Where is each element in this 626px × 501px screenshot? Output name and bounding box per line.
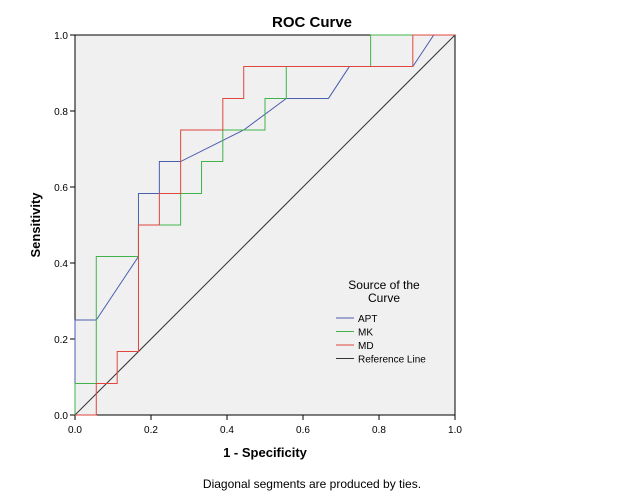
series-lines: [74, 34, 456, 416]
series-line-md: [75, 34, 455, 416]
y-tick-label: 0.4: [54, 259, 68, 270]
x-tick-label: 0.4: [220, 425, 234, 436]
y-tick-label: 0.8: [54, 107, 68, 118]
y-tick-label: 1.0: [54, 31, 68, 42]
y-tick-label: 0.0: [54, 411, 68, 422]
chart-title: ROC Curve: [272, 14, 352, 31]
legend-title-line1: Source of the: [348, 278, 420, 292]
legend-label-reference-line: Reference Line: [358, 355, 426, 366]
legend-label-apt: APT: [358, 314, 377, 325]
legend-label-mk: MK: [358, 328, 373, 339]
legend: Source of the Curve APT MK MD Reference Lin…: [336, 278, 426, 366]
y-tick-label: 0.6: [54, 183, 68, 194]
x-tick-label: 1.0: [448, 425, 462, 436]
axis-ticks: 0.0 0.2 0.4 0.6 0.8 1.0 0.0 0.2 0.4 0.6 0.8 1.0: [54, 31, 462, 436]
legend-label-md: MD: [358, 341, 374, 352]
y-axis-label: Sensitivity: [28, 192, 43, 258]
x-tick-label: 0.2: [144, 425, 158, 436]
footnote: Diagonal segments are produced by ties.: [203, 477, 421, 491]
x-tick-label: 0.6: [296, 425, 310, 436]
x-tick-label: 0.8: [372, 425, 386, 436]
legend-title-line2: Curve: [368, 291, 400, 305]
x-axis-label: 1 - Specificity: [223, 445, 308, 460]
x-tick-label: 0.0: [68, 425, 82, 436]
y-tick-label: 0.2: [54, 335, 68, 346]
